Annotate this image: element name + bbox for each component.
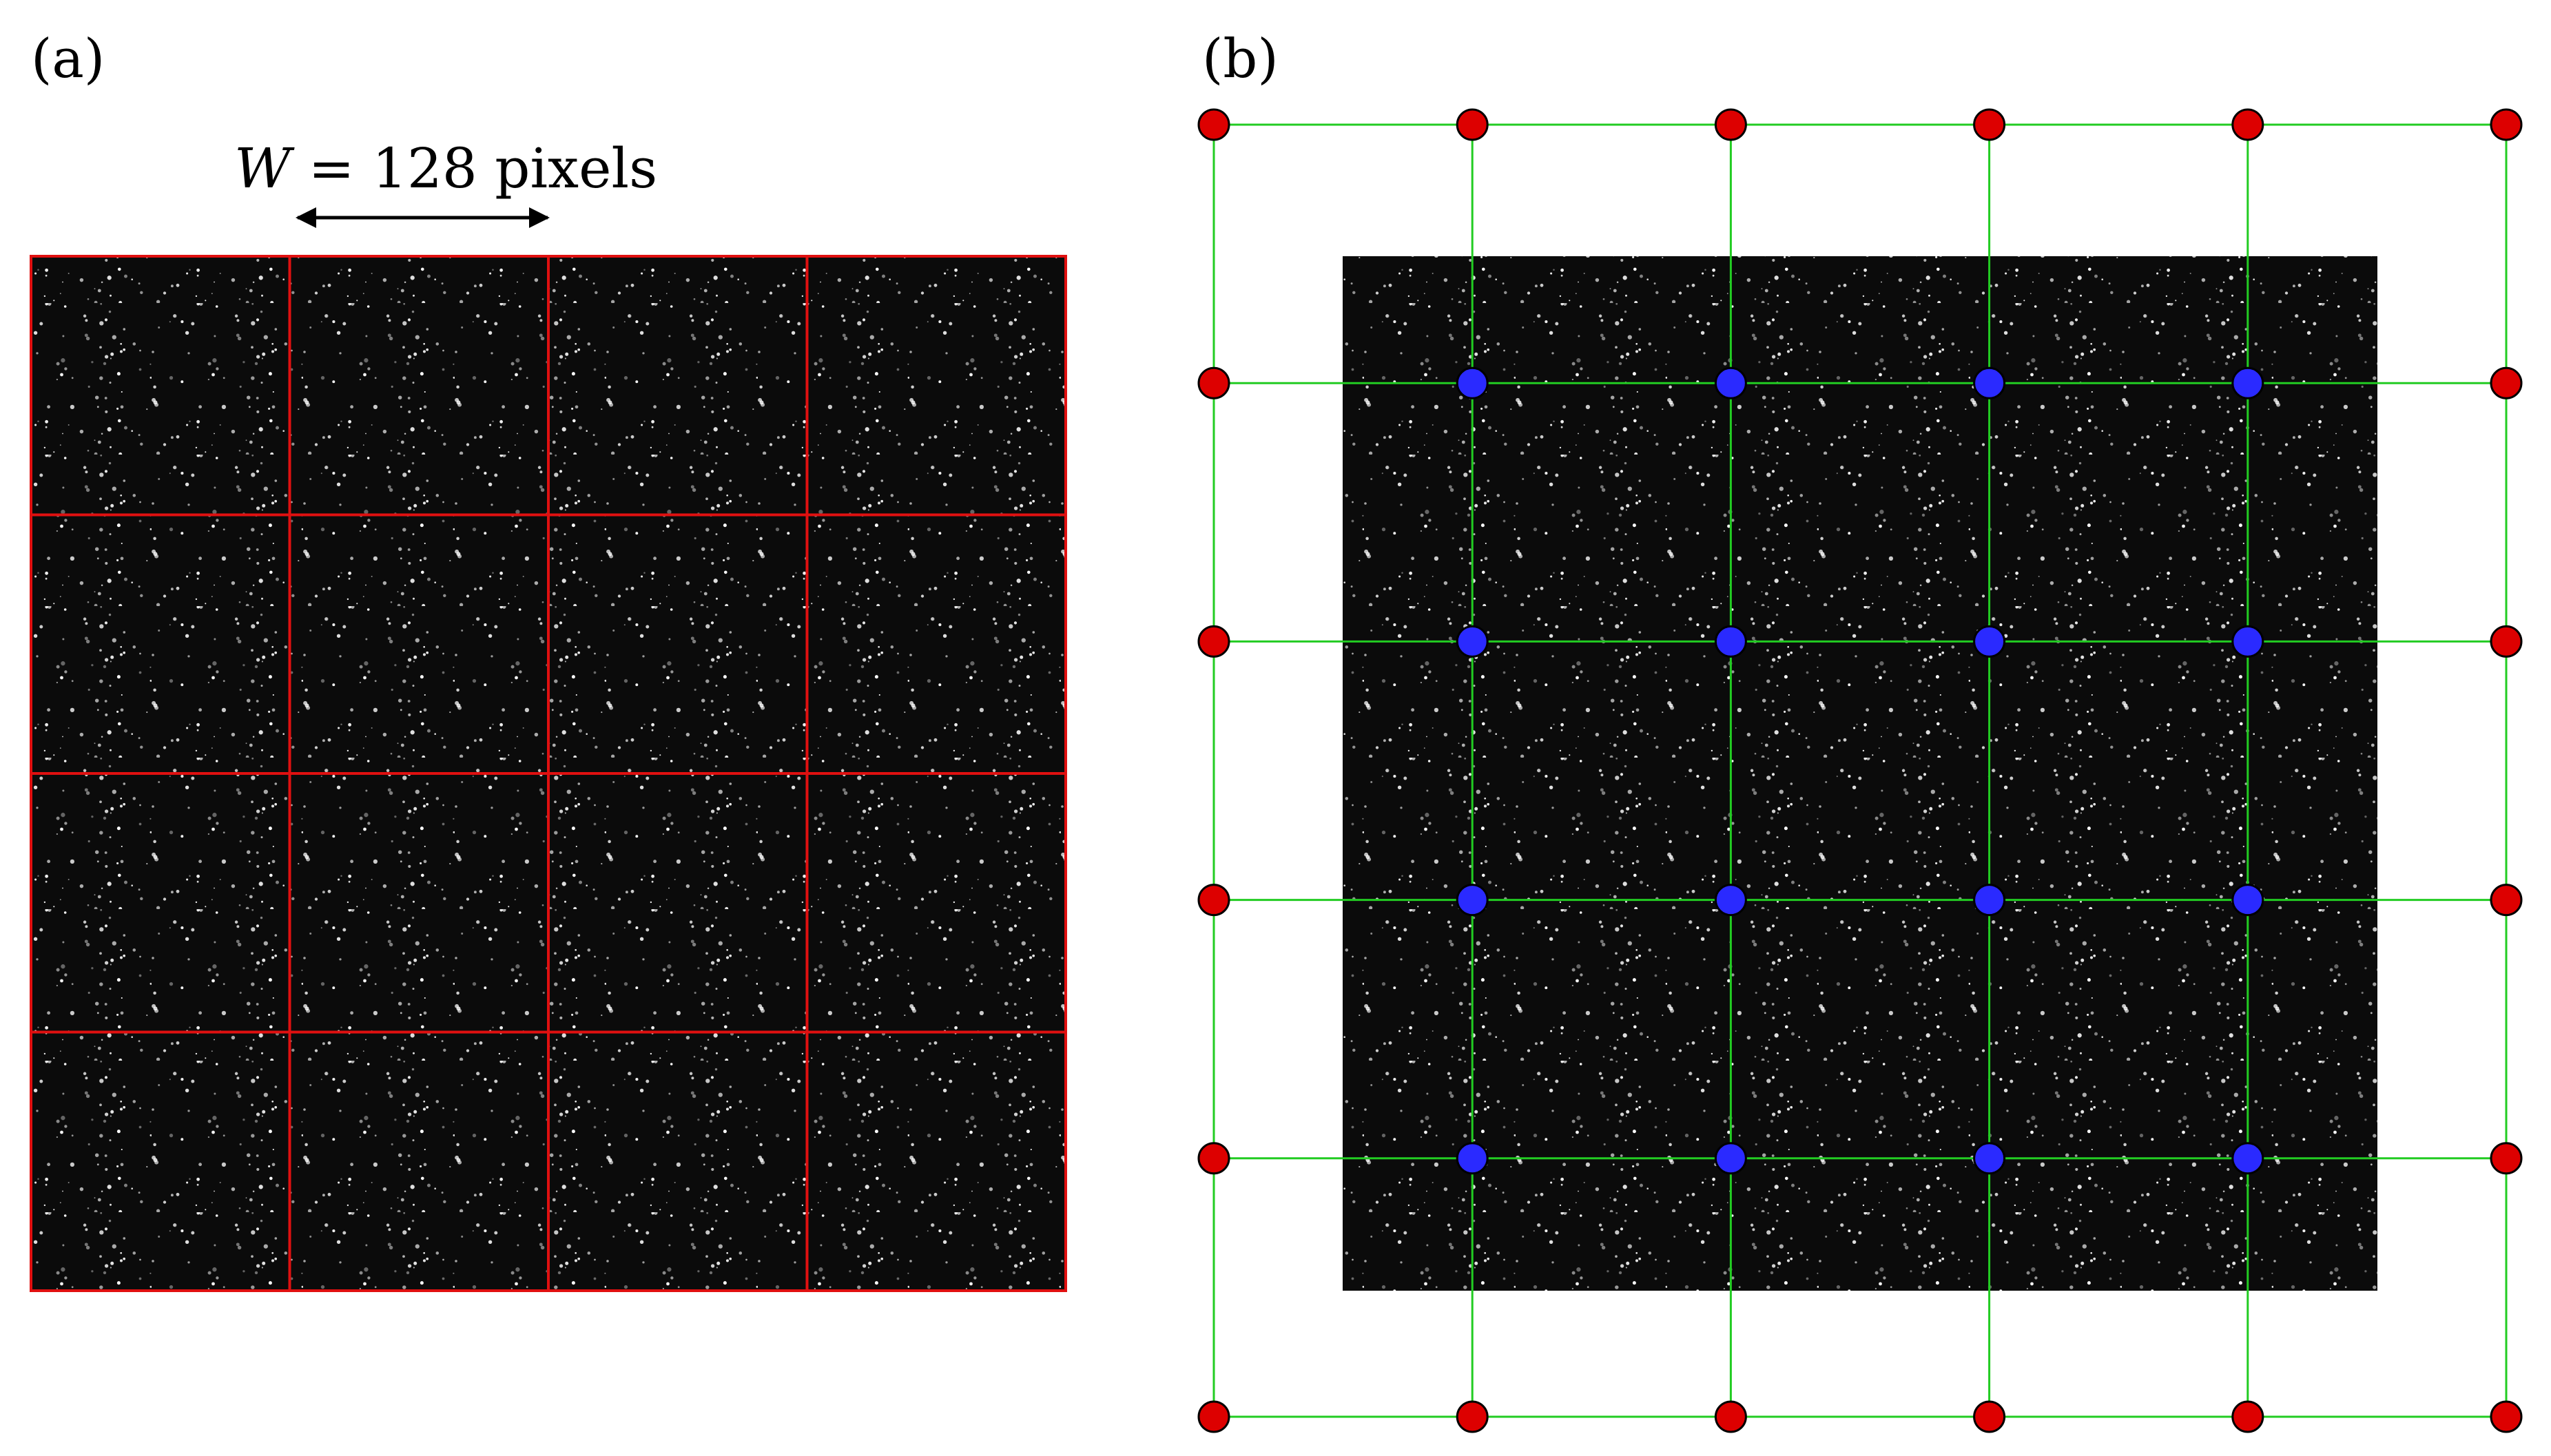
boundary-node: [2490, 1142, 2523, 1175]
boundary-node: [2490, 108, 2523, 141]
node-grid: [1212, 123, 2508, 1418]
interior-node: [1456, 366, 1489, 399]
boundary-node: [1197, 884, 1230, 917]
interior-node: [1973, 884, 2006, 917]
window-size-label: W = 128 pixels: [234, 136, 657, 200]
interrogation-window-grid: [30, 255, 1067, 1292]
interior-node: [2231, 884, 2264, 917]
interior-node: [2231, 1142, 2264, 1175]
interior-node: [1714, 884, 1747, 917]
panel-b: (b): [1197, 28, 2523, 1433]
interior-node: [1456, 625, 1489, 658]
interior-node: [1456, 1142, 1489, 1175]
particle-overlay-b: [1343, 256, 2377, 1291]
interior-node: [2231, 625, 2264, 658]
interior-node: [2231, 366, 2264, 399]
boundary-node: [1456, 1400, 1489, 1433]
boundary-node: [2490, 884, 2523, 917]
node-markers: [1197, 108, 2523, 1433]
panel-a: (a) W = 128 pixels: [30, 28, 1067, 1292]
boundary-node: [1197, 108, 1230, 141]
window-size-var: W: [234, 136, 295, 200]
panel-b-label: (b): [1202, 28, 1279, 90]
interior-node: [1714, 625, 1747, 658]
boundary-node: [1197, 1400, 1230, 1433]
boundary-node: [2231, 108, 2264, 141]
boundary-node: [1197, 625, 1230, 658]
boundary-node: [1197, 366, 1230, 399]
boundary-node: [2490, 366, 2523, 399]
interior-node: [1973, 625, 2006, 658]
boundary-node: [1714, 108, 1747, 141]
boundary-node: [2490, 1400, 2523, 1433]
interior-node: [1714, 1142, 1747, 1175]
interior-node: [1973, 366, 2006, 399]
boundary-node: [1973, 108, 2006, 141]
panel-a-label: (a): [31, 28, 105, 90]
boundary-node: [1456, 108, 1489, 141]
boundary-node: [1197, 1142, 1230, 1175]
boundary-node: [2490, 625, 2523, 658]
interior-node: [1456, 884, 1489, 917]
boundary-node: [1714, 1400, 1747, 1433]
boundary-node: [2231, 1400, 2264, 1433]
boundary-node: [1973, 1400, 2006, 1433]
interior-node: [1714, 366, 1747, 399]
window-size-text: = 128 pixels: [291, 136, 657, 200]
interior-node: [1973, 1142, 2006, 1175]
